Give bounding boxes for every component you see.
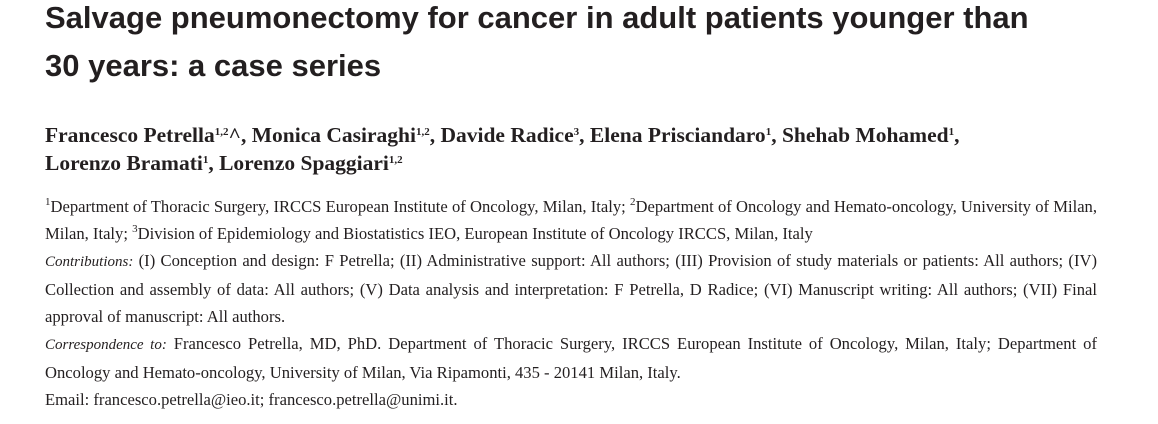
author: Lorenzo Bramati	[45, 151, 203, 175]
separator: ^,	[228, 123, 247, 147]
affiliation: Department of Oncology and Hemato-oncolo…	[45, 197, 1098, 243]
separator: ,	[954, 123, 960, 147]
author-sup: 1	[202, 154, 209, 166]
affiliation-sup: 3	[132, 223, 138, 235]
author: Shehab Mohamed	[781, 123, 949, 147]
affiliation: Department of Thoracic Surgery, IRCCS Eu…	[50, 197, 626, 216]
author-sup: 1	[948, 126, 955, 138]
label: Contributions:	[45, 254, 134, 270]
author: Lorenzo Spaggiari	[219, 151, 389, 175]
author-sup: 1,2	[388, 154, 403, 166]
authors: Francesco Petrella1,2^, Monica Casiraghi…	[45, 121, 1097, 177]
author-line: Francesco Petrella1,2^, Monica Casiraghi…	[45, 121, 1097, 149]
author: Elena Prisciandaro	[589, 123, 766, 147]
label: Correspondence to:	[45, 337, 167, 353]
affiliation-sup: 2	[629, 196, 636, 208]
author-sup: 1,2	[214, 126, 229, 138]
author-line: Lorenzo Bramati1, Lorenzo Spaggiari1,2	[45, 149, 1097, 177]
separator: ,	[208, 151, 214, 175]
title: Salvage pneumonectomy for cancer in adul…	[45, 0, 1029, 83]
text: Francesco Petrella, MD, PhD. Department …	[45, 334, 1097, 382]
article-header: Salvage pneumonectomy for cancer in adul…	[45, 0, 1097, 413]
author: Monica Casiraghi	[251, 123, 416, 147]
author-sup: 1	[765, 126, 772, 138]
affiliation-sup: 1	[45, 196, 51, 208]
text: (I) Conception and design: F Petrella; (…	[45, 251, 1097, 326]
affiliations: 1Department of Thoracic Surgery, IRCCS E…	[45, 193, 1097, 247]
author: Francesco Petrella	[45, 123, 215, 147]
separator: ,	[429, 123, 436, 147]
email: Email: francesco.petrella@ieo.it; france…	[45, 390, 458, 409]
affiliation: Division of Epidemiology and Biostatisti…	[137, 224, 813, 243]
correspondence: Correspondence to: Francesco Petrella, M…	[45, 330, 1097, 386]
separator: ,	[579, 123, 585, 147]
author-sup: 3	[573, 126, 580, 138]
separator: ,	[771, 123, 777, 147]
author-sup: 1,2	[415, 126, 430, 138]
author: Davide Radice	[440, 123, 574, 147]
contributions: Contributions: (I) Conception and design…	[45, 247, 1097, 330]
